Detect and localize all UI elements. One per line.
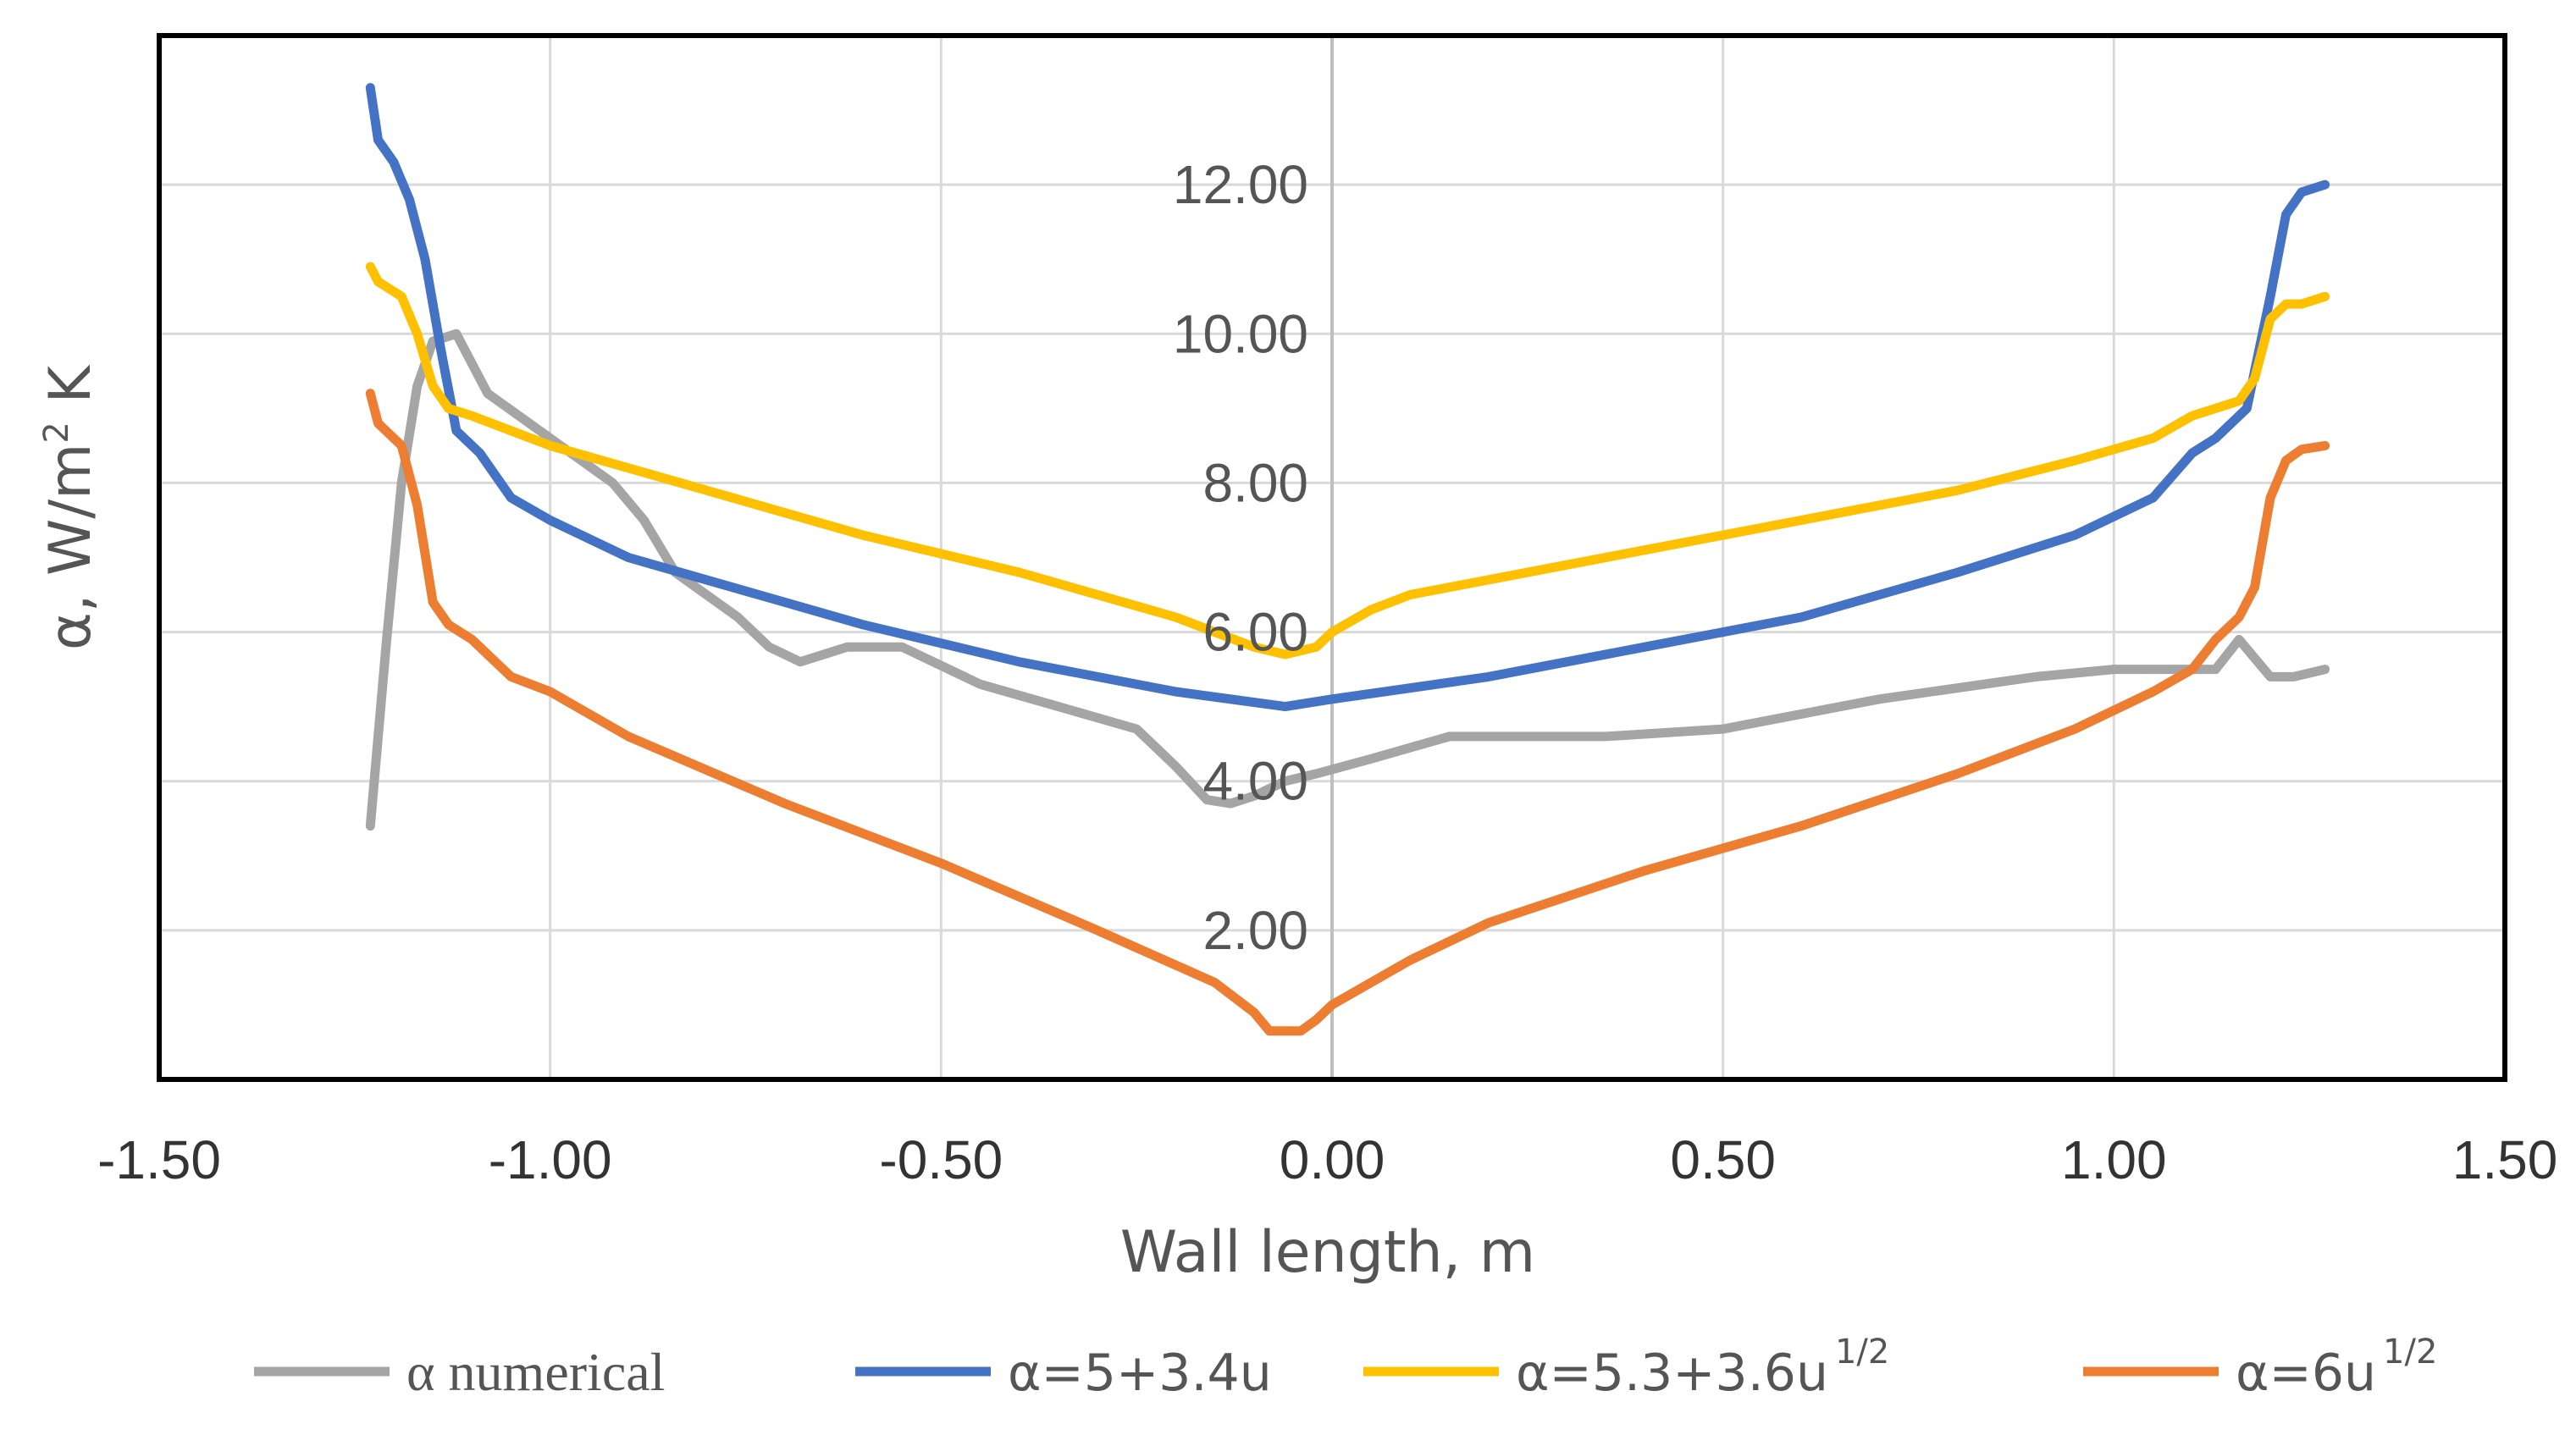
x-tick-label: 0.00 [1280, 1129, 1385, 1190]
x-tick-label: 0.50 [1670, 1129, 1776, 1190]
y-tick-label: 4.00 [1202, 751, 1308, 812]
series-line-2 [365, 262, 2330, 660]
series-line-3 [365, 389, 2330, 1036]
x-tick-label: -1.00 [489, 1129, 612, 1190]
y-tick-label: 2.00 [1202, 900, 1308, 961]
y-tick-label: 8.00 [1202, 452, 1308, 513]
series-lines [365, 83, 2330, 1036]
series-line-1 [365, 83, 2330, 712]
y-tick-label: 10.00 [1173, 303, 1308, 364]
legend-label-3: α=6u 1/2 [2236, 1333, 2437, 1403]
y-tick-label: 12.00 [1173, 154, 1308, 215]
y-tick-labels: 2.00 4.00 6.00 8.00 10.00 12.00 [1173, 154, 1308, 961]
x-tick-label: -1.50 [97, 1129, 221, 1190]
series-line-0 [365, 328, 2330, 831]
legend-label-0: α numerical [406, 1342, 665, 1402]
x-tick-labels: -1.50 -1.00 -0.50 0.00 0.50 1.00 1.50 [97, 1129, 2557, 1190]
y-axis-title: α, W/m2 K [37, 364, 104, 651]
legend-label-2: α=5.3+3.6u 1/2 [1516, 1333, 1889, 1403]
x-tick-label: 1.50 [2452, 1129, 2558, 1190]
legend: α numerical α=5+3.4u α=5.3+3.6u 1/2 α=6u 1/2 [254, 1333, 2437, 1403]
x-tick-label: 1.00 [2061, 1129, 2167, 1190]
y-tick-label: 6.00 [1202, 602, 1308, 663]
x-tick-label: -0.50 [879, 1129, 1003, 1190]
legend-label-1: α=5+3.4u [1008, 1344, 1272, 1403]
x-axis-title: Wall length, m [1120, 1219, 1535, 1286]
plot-area-border [157, 33, 2507, 1082]
